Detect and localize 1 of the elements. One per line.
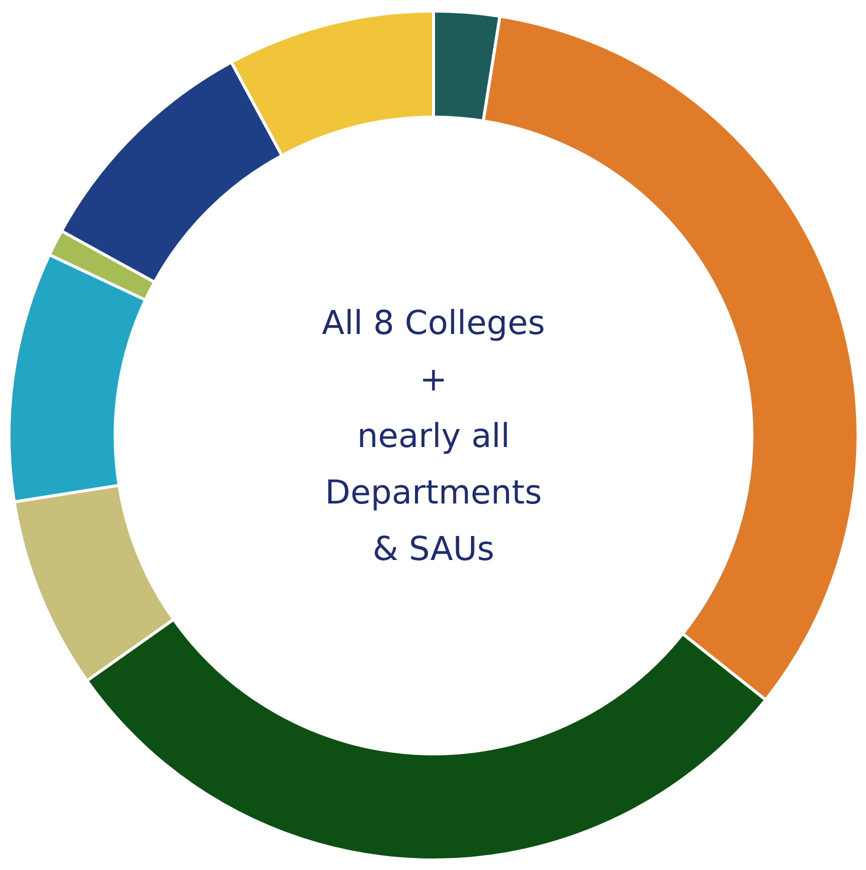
text: All 8 Colleges + nearly all Departments & SAUs [322, 302, 546, 568]
